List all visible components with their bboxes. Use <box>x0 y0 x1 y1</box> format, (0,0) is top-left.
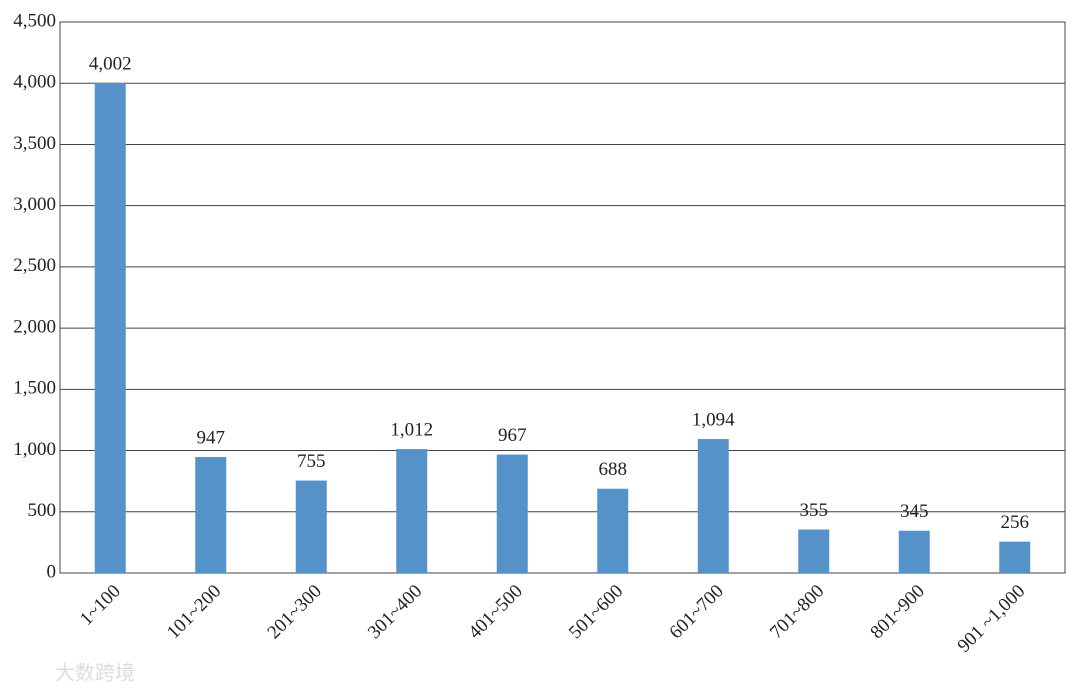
y-tick-label: 0 <box>47 561 57 582</box>
bar <box>697 439 729 573</box>
x-tick-label: 501~600 <box>565 581 627 643</box>
y-tick-label: 1,000 <box>13 439 56 460</box>
y-tick-label: 4,500 <box>13 10 56 31</box>
x-tick-label: 901 ~1,000 <box>954 581 1030 657</box>
bar <box>798 529 830 573</box>
value-label: 967 <box>498 425 527 446</box>
value-label: 1,012 <box>390 419 433 440</box>
value-label: 1,094 <box>692 409 735 430</box>
y-tick-label: 4,000 <box>13 72 56 93</box>
bar <box>94 82 126 574</box>
bar <box>396 449 428 573</box>
x-tick-label: 401~500 <box>464 581 526 643</box>
bar <box>898 530 930 573</box>
value-label: 256 <box>1001 512 1030 533</box>
value-label: 345 <box>900 501 929 522</box>
value-label: 688 <box>599 459 628 480</box>
y-tick-label: 2,500 <box>13 255 56 276</box>
x-tick-label: 1~100 <box>76 581 125 630</box>
x-tick-label: 201~300 <box>263 581 325 643</box>
watermark: 大数跨境 <box>55 661 135 685</box>
y-tick-label: 3,000 <box>13 194 56 215</box>
bar <box>195 457 227 573</box>
y-tick-label: 3,500 <box>13 133 56 154</box>
bar <box>496 454 528 573</box>
y-tick-label: 1,500 <box>13 378 56 399</box>
bar <box>999 541 1031 573</box>
x-tick-label: 301~400 <box>364 581 426 643</box>
y-tick-label: 2,000 <box>13 316 56 337</box>
x-tick-label: 801~900 <box>866 581 928 643</box>
value-label: 755 <box>297 451 326 472</box>
x-tick-label: 601~700 <box>665 581 727 643</box>
bar <box>597 488 629 573</box>
bar <box>295 480 327 573</box>
x-tick-label: 101~200 <box>163 581 225 643</box>
value-label: 947 <box>197 427 226 448</box>
x-tick-label: 701~800 <box>766 581 828 643</box>
value-label: 355 <box>800 500 829 521</box>
y-tick-label: 500 <box>28 500 57 521</box>
value-label: 4,002 <box>89 53 132 74</box>
